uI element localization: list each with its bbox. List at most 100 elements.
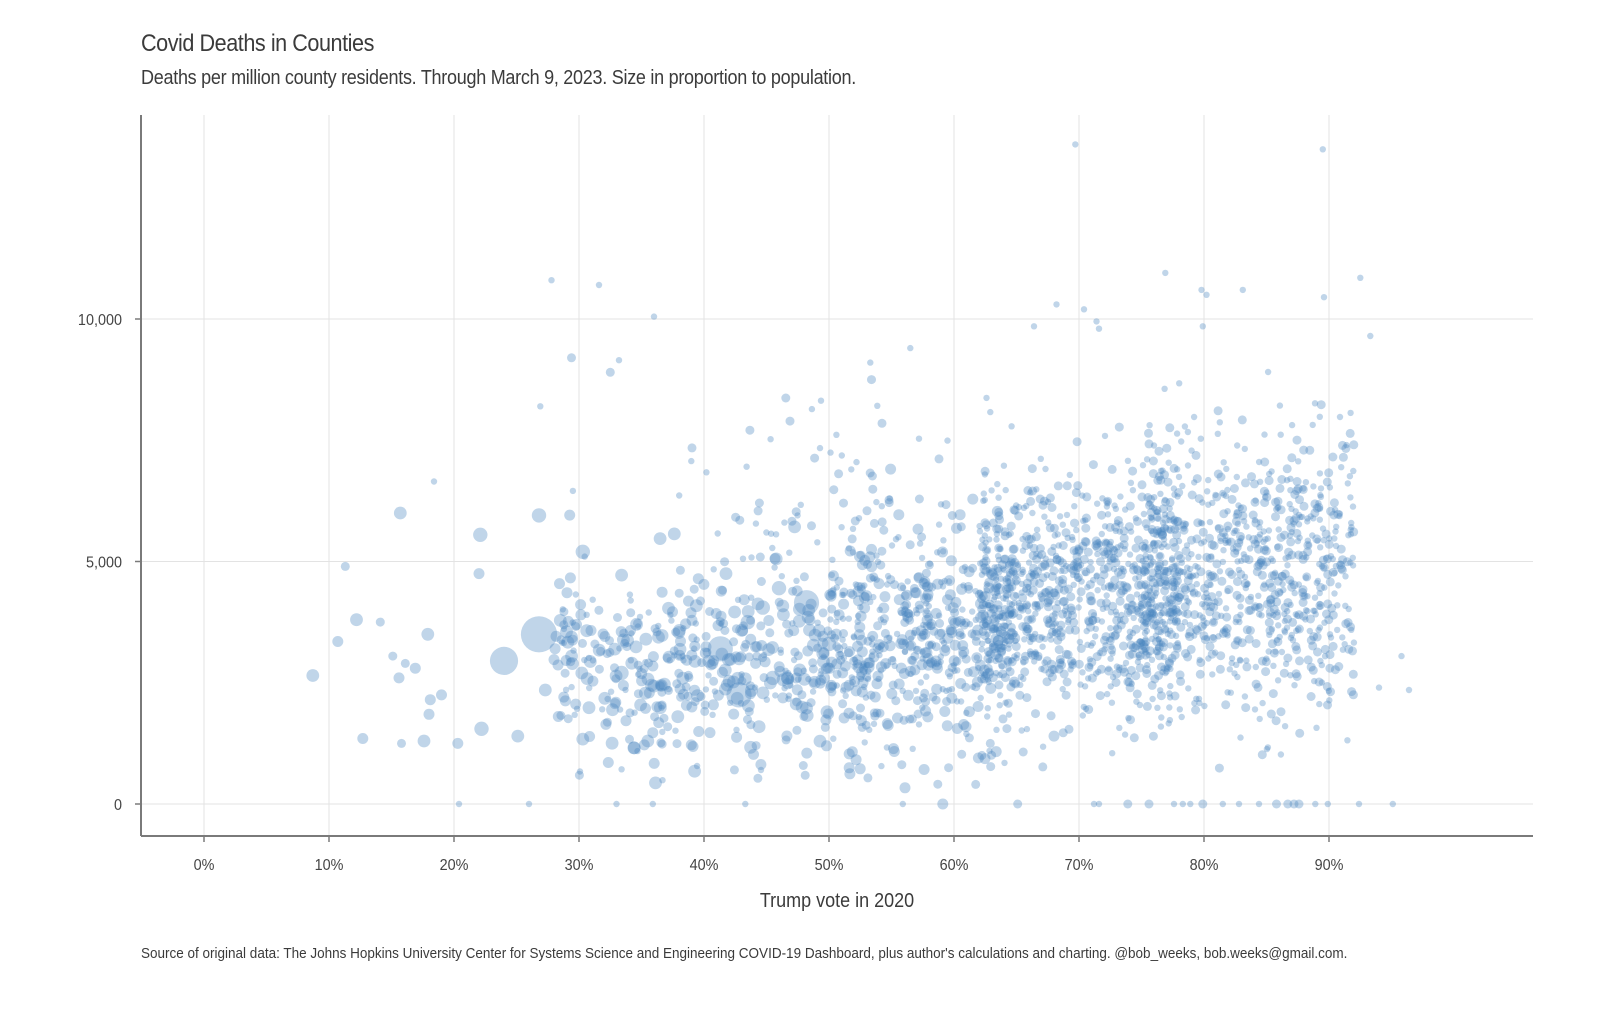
data-point <box>980 563 988 570</box>
data-point <box>1135 651 1142 659</box>
data-point <box>1076 587 1086 597</box>
data-point <box>918 764 930 775</box>
data-point <box>1171 491 1178 498</box>
data-point <box>1219 627 1227 634</box>
data-point <box>940 537 947 544</box>
data-point <box>1291 513 1301 523</box>
data-point <box>1011 570 1019 577</box>
data-point <box>1193 695 1200 702</box>
x-ticks: 0% 10% 20% 30% 40% 50% 60% 70% 80% 90% <box>194 836 1343 874</box>
data-point <box>1002 575 1009 583</box>
data-point <box>919 647 931 659</box>
data-point <box>1058 597 1068 607</box>
data-point <box>946 627 958 638</box>
data-point <box>1150 584 1160 594</box>
data-point <box>1148 731 1158 741</box>
data-point <box>986 608 996 618</box>
data-point <box>942 697 952 706</box>
data-point <box>1405 686 1413 694</box>
data-point <box>1336 510 1344 517</box>
data-point <box>891 696 901 706</box>
data-point <box>1086 656 1094 663</box>
data-point <box>739 621 748 631</box>
data-point <box>850 516 860 526</box>
data-point <box>1231 527 1239 534</box>
data-point <box>1155 559 1165 569</box>
data-point <box>776 673 790 687</box>
data-point <box>1034 605 1042 612</box>
data-point <box>1148 614 1158 624</box>
data-point <box>1334 602 1341 609</box>
data-point <box>1109 554 1119 563</box>
data-point <box>1244 595 1254 605</box>
data-point <box>1180 521 1187 529</box>
data-point <box>548 277 555 284</box>
data-point <box>1312 632 1322 642</box>
data-point <box>769 553 781 565</box>
data-point <box>1070 518 1079 528</box>
data-point <box>1312 503 1322 513</box>
data-point <box>1298 550 1308 560</box>
data-point <box>665 685 672 693</box>
data-point <box>1234 558 1241 565</box>
data-point <box>1238 557 1245 564</box>
data-point <box>1253 682 1263 692</box>
data-point <box>856 559 868 571</box>
data-point <box>735 651 747 663</box>
data-point <box>1051 629 1058 636</box>
data-point <box>696 596 705 606</box>
data-point <box>1007 582 1017 592</box>
data-point <box>1004 583 1013 593</box>
data-point <box>1074 546 1084 556</box>
data-point <box>1263 489 1270 496</box>
data-point <box>674 683 686 695</box>
data-point <box>1336 512 1343 520</box>
data-point <box>1135 654 1142 661</box>
data-point <box>751 597 765 611</box>
data-point <box>1237 734 1244 741</box>
data-point <box>1232 613 1242 623</box>
data-point <box>1184 597 1191 605</box>
data-point <box>1287 634 1295 641</box>
data-point <box>1294 610 1304 620</box>
data-point <box>1092 625 1100 633</box>
data-point <box>926 621 936 631</box>
data-point <box>635 671 642 678</box>
data-point <box>939 637 946 644</box>
data-point <box>688 457 695 465</box>
data-point <box>852 586 864 597</box>
data-point <box>1331 569 1338 577</box>
data-point <box>1152 603 1160 610</box>
data-point <box>550 630 562 642</box>
data-point <box>1180 525 1188 532</box>
data-point <box>994 616 1001 623</box>
data-point <box>1175 537 1183 545</box>
data-point <box>1304 515 1311 522</box>
data-point <box>1045 595 1055 605</box>
data-point <box>1003 655 1013 665</box>
data-point <box>1035 578 1045 588</box>
data-point <box>1181 618 1189 626</box>
data-point <box>1267 571 1277 581</box>
data-point <box>967 493 979 505</box>
data-point <box>1129 733 1139 743</box>
data-point <box>1107 655 1114 662</box>
data-point <box>1316 603 1324 610</box>
data-point <box>1039 595 1046 603</box>
data-point <box>1022 578 1032 588</box>
data-point <box>975 612 987 623</box>
data-point <box>698 578 710 590</box>
data-point <box>1285 515 1295 525</box>
data-point <box>907 655 917 665</box>
data-point <box>655 629 669 642</box>
data-point <box>1172 617 1179 624</box>
data-point <box>1165 658 1174 668</box>
data-point <box>1195 669 1205 679</box>
data-point <box>1179 525 1189 535</box>
data-point <box>1109 546 1119 556</box>
data-point <box>1151 592 1159 599</box>
data-point <box>859 554 871 566</box>
data-point <box>1081 523 1091 533</box>
data-point <box>1100 635 1109 645</box>
data-point <box>1321 619 1328 626</box>
